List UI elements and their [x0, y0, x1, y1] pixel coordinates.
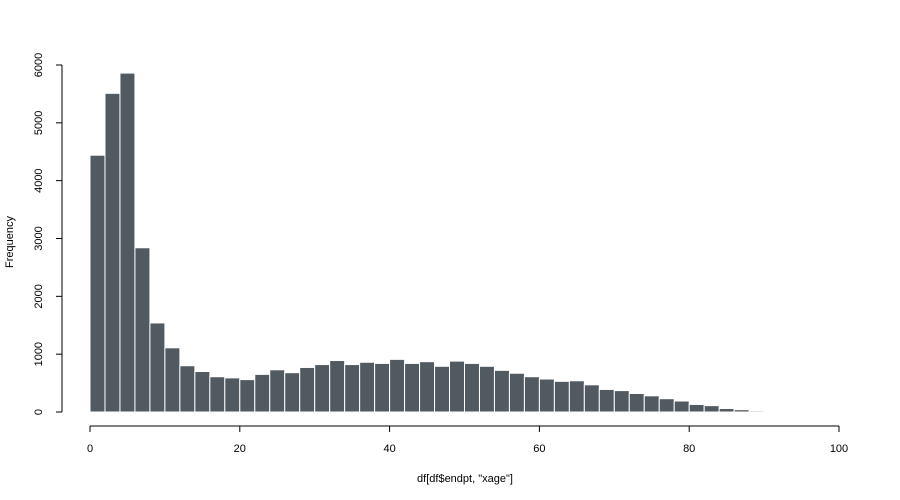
- histogram-bar: [523, 376, 540, 413]
- histogram-bar: [658, 398, 675, 413]
- histogram-bar: [673, 400, 690, 413]
- histogram-bar: [703, 405, 720, 413]
- histogram-bars: [89, 72, 765, 413]
- x-axis: 0 20 40 60 80 100: [87, 425, 848, 455]
- histogram-bar: [164, 347, 181, 413]
- y-axis: 0 1000 2000 3000 4000 5000 6000: [33, 53, 63, 415]
- x-axis-label: df[df$endpt, "xage"]: [417, 473, 513, 485]
- histogram-bar: [748, 410, 765, 413]
- histogram-bar: [134, 247, 151, 413]
- x-tick-label: 0: [87, 443, 93, 455]
- histogram-bar: [508, 372, 525, 413]
- histogram-bar: [329, 360, 346, 413]
- histogram-bar: [344, 364, 361, 413]
- histogram-bar: [374, 362, 391, 413]
- histogram-bar: [404, 362, 421, 413]
- histogram-bar: [419, 361, 436, 413]
- y-tick-label: 4000: [33, 168, 45, 192]
- histogram-bar: [314, 364, 331, 413]
- x-tick-label: 100: [830, 443, 848, 455]
- histogram-bar: [194, 371, 211, 413]
- histogram-bar: [89, 154, 106, 413]
- histogram-bar: [583, 384, 600, 413]
- histogram-bar: [389, 358, 406, 413]
- histogram-bar: [688, 403, 705, 413]
- y-tick-label: 0: [33, 409, 45, 415]
- histogram-bar: [299, 366, 316, 413]
- histogram-bar: [239, 379, 256, 413]
- y-axis-label: Frequency: [4, 216, 16, 268]
- histogram-bar: [119, 72, 136, 413]
- histogram-bar: [179, 365, 196, 413]
- histogram-bar: [209, 376, 226, 413]
- y-tick-label: 5000: [33, 111, 45, 135]
- histogram-bar: [613, 390, 630, 413]
- x-tick-label: 20: [234, 443, 246, 455]
- histogram-bar: [149, 322, 166, 413]
- histogram-bar: [733, 409, 750, 413]
- histogram-bar: [254, 373, 271, 413]
- y-tick-label: 3000: [33, 226, 45, 250]
- y-tick-label: 2000: [33, 284, 45, 308]
- histogram-bar: [464, 362, 480, 413]
- histogram-bar: [643, 395, 660, 413]
- histogram-bar: [598, 388, 615, 413]
- histogram-bar: [104, 92, 121, 413]
- histogram-bar: [359, 361, 376, 413]
- histogram-bar: [718, 408, 735, 413]
- histogram-bar: [478, 365, 495, 413]
- histogram-bar: [538, 378, 555, 413]
- x-tick-label: 40: [383, 443, 395, 455]
- y-tick-label: 1000: [33, 342, 45, 366]
- histogram-bar: [493, 369, 510, 413]
- x-tick-label: 80: [683, 443, 695, 455]
- histogram-bar: [434, 365, 451, 413]
- histogram-bar: [284, 372, 301, 413]
- x-tick-label: 60: [533, 443, 545, 455]
- histogram-bar: [449, 360, 465, 413]
- histogram-bar: [628, 392, 645, 413]
- histogram-bar: [269, 369, 286, 413]
- y-tick-label: 6000: [33, 53, 45, 77]
- histogram-bar: [553, 380, 570, 413]
- histogram-bar: [224, 377, 241, 413]
- histogram-bar: [568, 380, 585, 413]
